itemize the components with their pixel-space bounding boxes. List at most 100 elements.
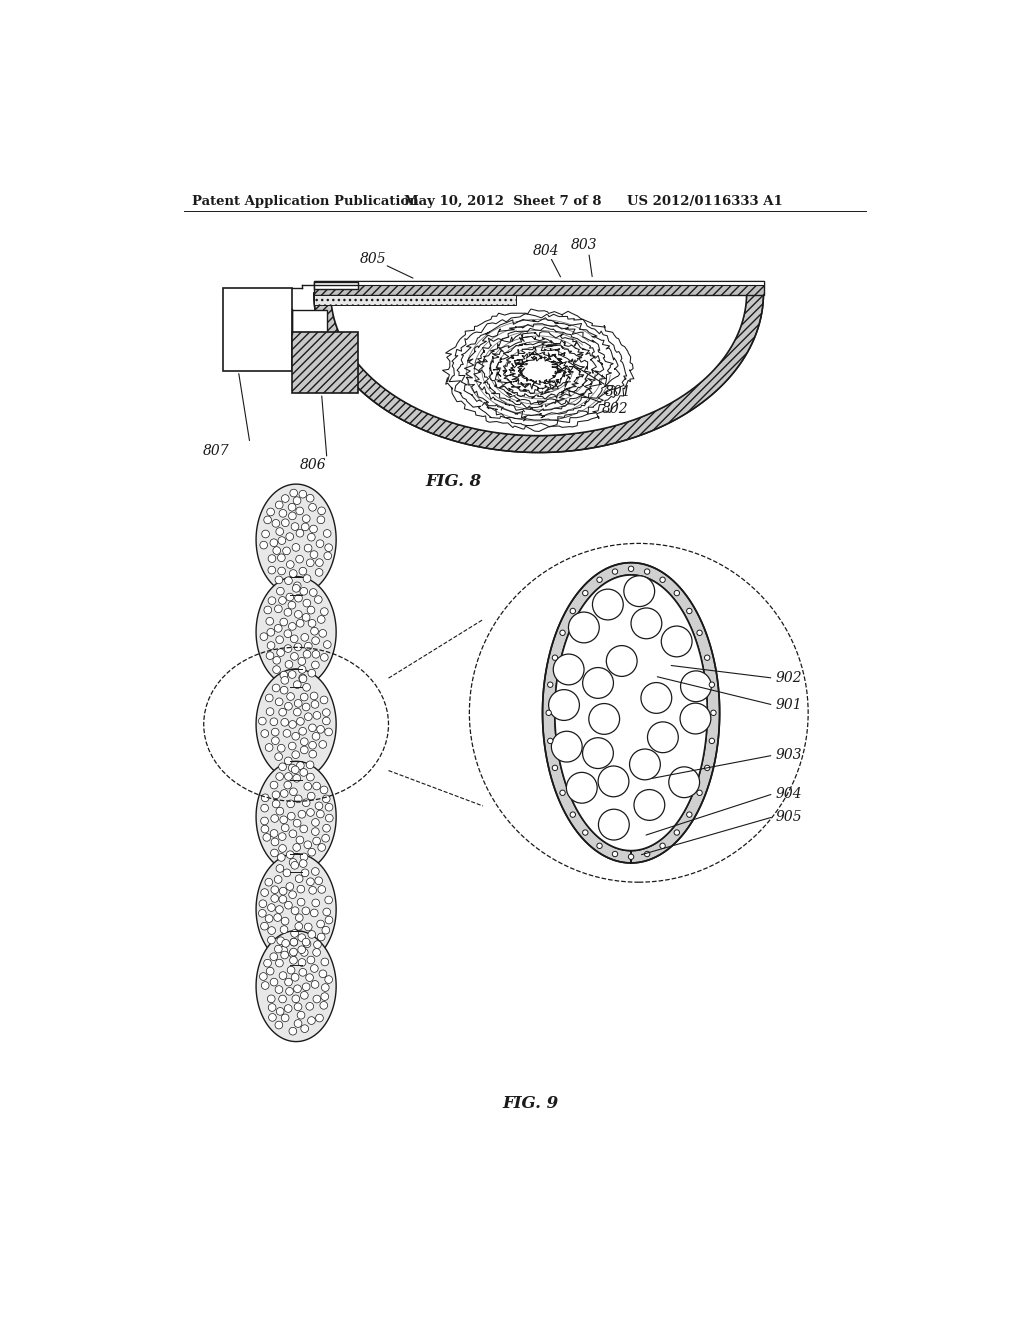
Circle shape: [285, 1005, 292, 1012]
Circle shape: [279, 833, 286, 841]
Circle shape: [261, 982, 269, 990]
Circle shape: [710, 682, 715, 688]
Circle shape: [711, 710, 716, 715]
Circle shape: [295, 913, 303, 921]
Circle shape: [273, 913, 282, 921]
Circle shape: [268, 927, 275, 935]
Circle shape: [300, 738, 308, 746]
Circle shape: [325, 896, 333, 904]
Circle shape: [598, 766, 629, 797]
Circle shape: [292, 751, 300, 759]
Circle shape: [322, 927, 330, 935]
Circle shape: [261, 804, 268, 812]
Circle shape: [309, 887, 316, 894]
Circle shape: [292, 733, 300, 741]
Circle shape: [307, 606, 314, 614]
Circle shape: [296, 836, 304, 843]
Polygon shape: [555, 576, 708, 850]
Circle shape: [697, 791, 702, 796]
Circle shape: [297, 762, 304, 770]
Circle shape: [289, 671, 296, 678]
Circle shape: [306, 974, 313, 982]
Circle shape: [306, 495, 314, 502]
Circle shape: [292, 766, 299, 774]
Circle shape: [304, 841, 311, 849]
Circle shape: [260, 632, 267, 640]
Circle shape: [549, 689, 580, 721]
Circle shape: [268, 566, 275, 574]
Circle shape: [321, 653, 328, 661]
Circle shape: [319, 1002, 328, 1010]
Circle shape: [315, 1014, 324, 1022]
Circle shape: [659, 577, 666, 582]
Circle shape: [315, 569, 323, 577]
Circle shape: [270, 849, 279, 857]
Circle shape: [258, 909, 266, 917]
Circle shape: [570, 812, 575, 817]
Circle shape: [282, 940, 290, 948]
Circle shape: [323, 709, 330, 717]
Circle shape: [324, 552, 332, 560]
Circle shape: [284, 630, 292, 638]
Circle shape: [311, 981, 318, 989]
Circle shape: [258, 717, 266, 725]
Circle shape: [312, 837, 321, 845]
Circle shape: [286, 533, 294, 540]
Circle shape: [296, 529, 304, 537]
Circle shape: [312, 949, 321, 956]
Circle shape: [281, 718, 289, 726]
Circle shape: [298, 810, 306, 818]
Circle shape: [325, 916, 333, 924]
Circle shape: [293, 582, 301, 590]
Circle shape: [290, 939, 298, 946]
Circle shape: [303, 940, 311, 948]
Circle shape: [308, 619, 316, 627]
Circle shape: [298, 933, 305, 941]
Circle shape: [551, 731, 583, 762]
Circle shape: [287, 966, 295, 974]
Circle shape: [317, 615, 325, 623]
Circle shape: [275, 1022, 283, 1028]
Circle shape: [272, 684, 280, 692]
Circle shape: [315, 558, 324, 566]
Circle shape: [308, 503, 316, 511]
Circle shape: [308, 931, 315, 939]
Circle shape: [267, 904, 275, 911]
Text: 903: 903: [775, 748, 802, 762]
Circle shape: [323, 825, 331, 832]
Circle shape: [674, 590, 680, 595]
Circle shape: [300, 853, 308, 861]
Circle shape: [275, 698, 283, 706]
Circle shape: [260, 541, 267, 549]
Circle shape: [634, 789, 665, 820]
Circle shape: [291, 973, 299, 981]
Circle shape: [309, 525, 317, 533]
Circle shape: [272, 791, 280, 799]
Circle shape: [629, 566, 634, 572]
Circle shape: [268, 1003, 275, 1011]
Polygon shape: [543, 562, 720, 863]
Circle shape: [308, 669, 315, 677]
Circle shape: [313, 995, 321, 1003]
Circle shape: [265, 878, 272, 886]
Circle shape: [630, 748, 660, 780]
Circle shape: [326, 804, 333, 810]
Circle shape: [705, 655, 710, 660]
Circle shape: [317, 886, 326, 894]
Circle shape: [324, 640, 331, 648]
Circle shape: [298, 958, 306, 966]
Circle shape: [311, 828, 319, 836]
Circle shape: [279, 845, 287, 853]
Polygon shape: [256, 669, 336, 780]
Circle shape: [264, 960, 271, 968]
Text: US 2012/0116333 A1: US 2012/0116333 A1: [628, 195, 783, 209]
Circle shape: [289, 891, 296, 899]
Circle shape: [324, 529, 331, 537]
Circle shape: [289, 830, 297, 838]
Circle shape: [310, 965, 318, 973]
Circle shape: [267, 628, 274, 636]
Circle shape: [300, 768, 307, 776]
Circle shape: [291, 862, 299, 869]
Circle shape: [261, 888, 268, 896]
Circle shape: [583, 590, 588, 595]
